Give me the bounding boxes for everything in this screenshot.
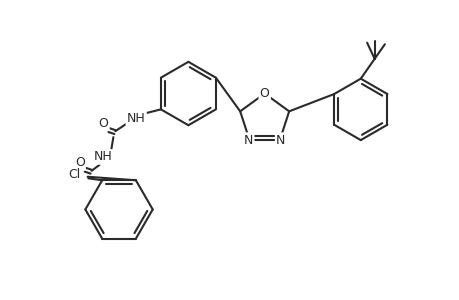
Text: N: N <box>275 134 285 147</box>
Text: NH: NH <box>94 150 112 164</box>
Text: O: O <box>75 156 84 170</box>
Text: N: N <box>243 134 253 147</box>
Text: O: O <box>259 87 269 100</box>
Text: NH: NH <box>127 112 145 125</box>
Text: Cl: Cl <box>68 168 80 181</box>
Text: O: O <box>98 117 108 130</box>
